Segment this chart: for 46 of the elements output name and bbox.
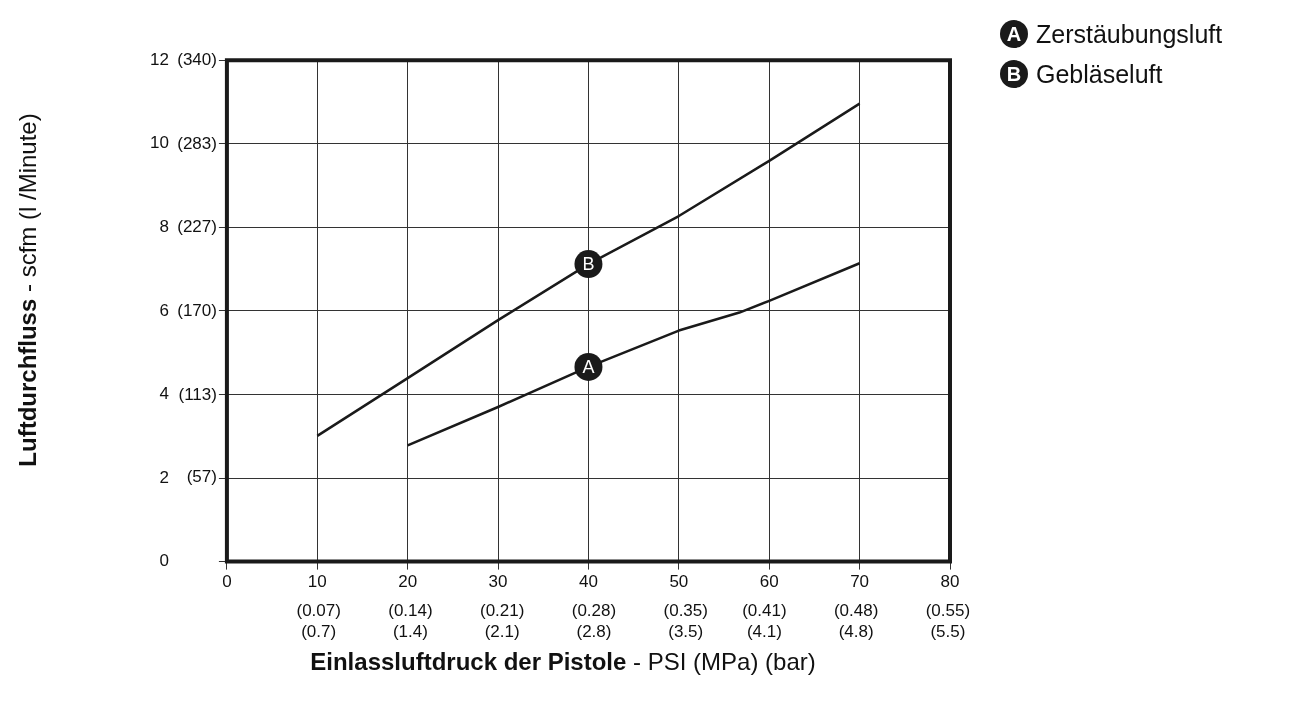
x2-tick-label: (0.48): [833, 600, 879, 620]
y2-tick-label: (283): [177, 133, 217, 153]
y2-tick-label: (170): [177, 300, 217, 320]
text: (2.8): [576, 621, 612, 641]
x2-tick-label: (0.35): [663, 600, 708, 620]
y-tick-label: 10: [149, 133, 169, 153]
y-tick-label: 2: [159, 467, 169, 487]
y2-tick-label: (227): [177, 216, 217, 236]
x-tick-label: 40: [578, 572, 598, 592]
text: A: [1006, 22, 1022, 45]
annotation: A: [582, 356, 595, 377]
x-tick-label: 70: [850, 572, 870, 592]
annotation: B: [582, 254, 595, 275]
y2-tick-label: (113): [178, 384, 217, 404]
y-tick-label: 8: [159, 217, 169, 237]
y-tick-label: 4: [159, 384, 169, 404]
x-tick-label: 0: [222, 572, 232, 592]
x-tick-label: 10: [307, 572, 327, 592]
x-tick-label: 30: [488, 572, 508, 592]
y-tick-label: 0: [159, 551, 169, 571]
text: (1.4): [392, 621, 428, 641]
legend-label: Gebläseluft: [1036, 59, 1163, 89]
y-tick-label: 6: [159, 300, 169, 320]
legend-label: Zerstäubungsluft: [1036, 19, 1223, 49]
text: (4.8): [838, 621, 874, 641]
text: (4.1): [746, 621, 782, 641]
x-tick-label: 80: [940, 572, 960, 592]
y2-tick-label: (57): [186, 467, 217, 487]
y-axis-title: Luftdurchfluss - scfm (l /Minute): [14, 113, 42, 467]
y-tick-label: 12: [149, 49, 169, 69]
text: (0.7): [301, 621, 337, 641]
x2-tick-label: (0.07): [296, 600, 341, 620]
y2-tick-label: (340): [177, 49, 217, 69]
text: B: [1006, 62, 1022, 85]
text: (2.1): [484, 621, 520, 641]
x-tick-label: 60: [759, 572, 779, 592]
x-tick-label: 20: [398, 572, 418, 592]
x2-tick-label: (0.21): [479, 600, 525, 620]
x-tick-label: 50: [669, 572, 689, 592]
x2-tick-label: (0.14): [388, 600, 433, 620]
text: (3.5): [668, 621, 704, 641]
x2-tick-label: (0.41): [742, 600, 787, 620]
text: (5.5): [930, 621, 966, 641]
x-axis-title: Einlassluftdruck der Pistole - PSI (MPa) (bar): [310, 648, 816, 676]
x2-tick-label: (0.28): [571, 600, 617, 620]
x2-tick-label: (0.55): [925, 600, 971, 620]
